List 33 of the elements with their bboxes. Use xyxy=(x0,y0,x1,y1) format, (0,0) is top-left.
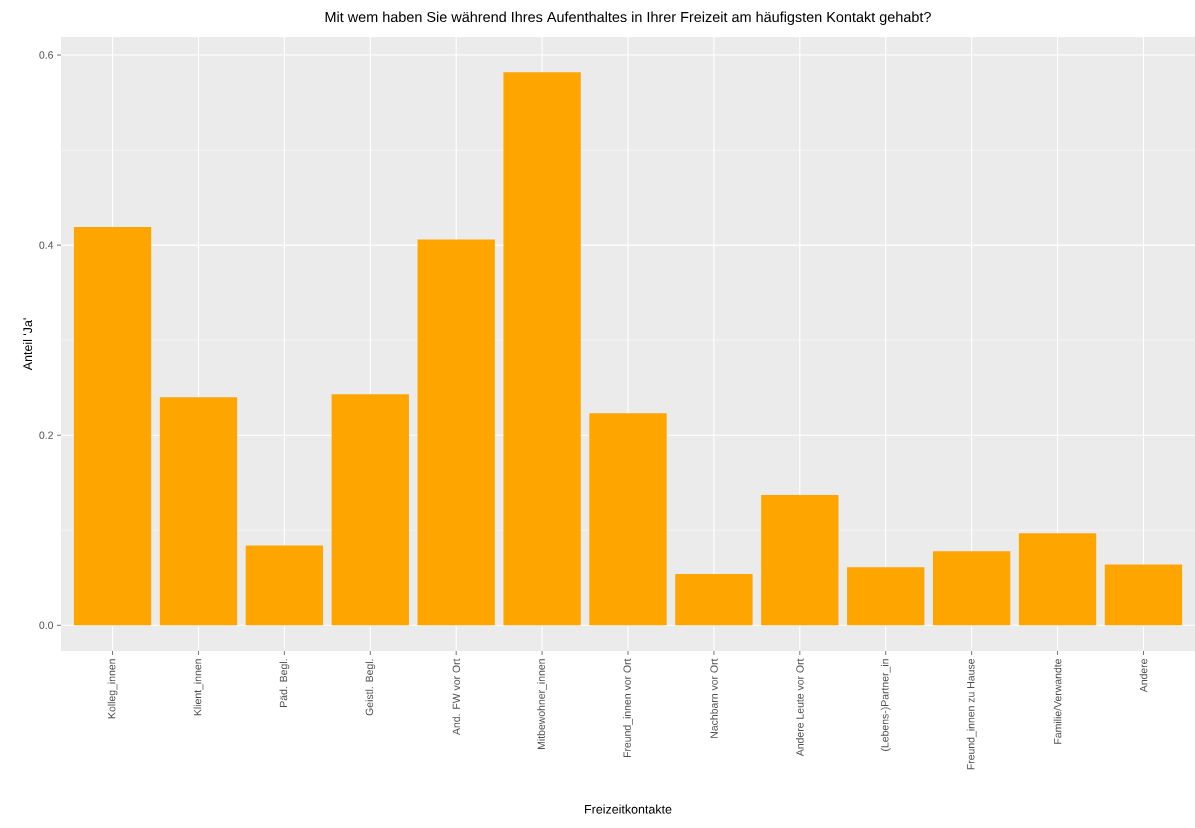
bar xyxy=(761,495,839,626)
y-tick-label: 0.6 xyxy=(39,51,54,59)
x-tick-label: Freund_innen zu Hause xyxy=(966,659,977,770)
bar xyxy=(73,227,152,626)
bar xyxy=(331,394,409,626)
x-tick-label: Geistl. Begl. xyxy=(365,659,376,716)
y-tick-label: 0.4 xyxy=(39,241,54,249)
bar xyxy=(589,413,667,626)
x-tick-label: Nachbarn vor Ort xyxy=(710,658,718,738)
x-tick-label: And. FW vor Ort xyxy=(452,658,461,736)
chart-title: Mit wem haben Sie während Ihres Aufenthaltes in Ihrer Freizeit am häufigsten Kontakt gehabt? xyxy=(325,11,931,25)
bar xyxy=(245,545,324,626)
bar xyxy=(1018,533,1097,626)
bar xyxy=(675,574,753,626)
x-tick-label: Mitbewohner_innen xyxy=(537,659,547,749)
bar xyxy=(1104,564,1183,626)
x-tick-label: Freund_innen vor Ort xyxy=(623,658,633,758)
x-tick-label: Andere xyxy=(1139,658,1148,693)
bar xyxy=(503,72,581,626)
y-tick-label: 0.2 xyxy=(39,431,53,439)
x-tick-label: Familie/Verwandte xyxy=(1053,658,1062,744)
y-axis-title: Anteil 'Ja' xyxy=(22,318,33,371)
x-axis-title: Freizeitkontakte xyxy=(585,804,672,814)
x-tick-label: (Lebens-)Partner_in xyxy=(880,659,891,751)
bar xyxy=(417,239,495,626)
x-tick-label: Klient_innen xyxy=(193,659,204,716)
y-tick-label: 0.0 xyxy=(39,621,54,630)
x-tick-label: Päd. Begl. xyxy=(279,659,290,707)
bar xyxy=(159,397,238,626)
x-tick-label: Andere Leute vor Ort xyxy=(795,658,804,757)
bar xyxy=(932,551,1011,626)
x-tick-label: Kolleg_innen xyxy=(107,659,118,719)
bar xyxy=(847,567,925,626)
